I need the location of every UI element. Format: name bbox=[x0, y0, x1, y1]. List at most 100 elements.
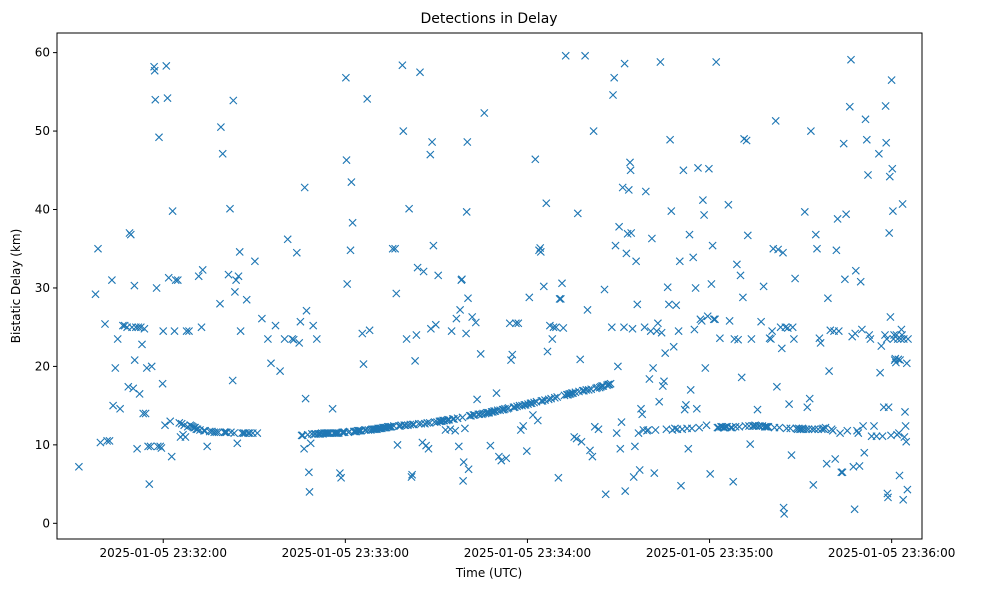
detection-marker bbox=[185, 327, 193, 336]
detection-marker bbox=[601, 490, 610, 499]
detection-marker bbox=[840, 275, 849, 284]
detection-marker bbox=[615, 222, 624, 231]
detection-marker bbox=[462, 329, 471, 338]
detection-marker bbox=[802, 425, 811, 434]
detection-marker bbox=[845, 102, 854, 111]
detection-marker bbox=[398, 61, 407, 70]
detection-marker bbox=[161, 421, 169, 430]
detection-marker bbox=[789, 335, 798, 343]
detection-marker bbox=[780, 509, 789, 518]
x-axis-label: Time (UTC) bbox=[455, 566, 522, 580]
detection-marker bbox=[306, 439, 315, 448]
detection-marker bbox=[679, 166, 688, 175]
detection-marker bbox=[556, 294, 565, 303]
detection-marker bbox=[224, 270, 233, 279]
detection-marker bbox=[862, 135, 871, 144]
plot-frame bbox=[56, 32, 923, 540]
detection-marker bbox=[216, 299, 224, 308]
detection-marker bbox=[296, 317, 305, 326]
detection-marker bbox=[288, 335, 297, 343]
detection-marker bbox=[658, 382, 667, 390]
detection-marker bbox=[609, 91, 617, 99]
detection-marker bbox=[476, 349, 485, 358]
detection-marker bbox=[857, 325, 866, 334]
detection-marker bbox=[544, 395, 553, 404]
detection-marker bbox=[587, 385, 596, 394]
detection-marker bbox=[856, 277, 865, 286]
detection-marker bbox=[289, 335, 298, 344]
detection-marker bbox=[337, 473, 346, 482]
detection-marker bbox=[300, 183, 309, 192]
detection-marker bbox=[760, 422, 769, 431]
detection-marker bbox=[420, 419, 429, 428]
detection-marker bbox=[343, 280, 352, 288]
detection-marker bbox=[589, 127, 598, 136]
detection-marker bbox=[105, 436, 114, 445]
detection-marker bbox=[885, 172, 894, 181]
detection-marker bbox=[815, 334, 824, 343]
detection-marker bbox=[238, 429, 247, 438]
detection-marker bbox=[630, 442, 639, 451]
detection-marker bbox=[843, 426, 852, 435]
detection-marker bbox=[851, 329, 860, 338]
detection-marker bbox=[629, 473, 638, 481]
detection-marker bbox=[347, 178, 356, 187]
detection-marker bbox=[193, 425, 202, 434]
detection-marker bbox=[690, 325, 699, 334]
detection-marker bbox=[212, 428, 221, 437]
detection-marker bbox=[746, 440, 755, 449]
detection-marker bbox=[423, 418, 432, 427]
detection-marker bbox=[220, 428, 229, 437]
detection-marker bbox=[158, 379, 167, 388]
detection-marker bbox=[230, 287, 239, 296]
detection-marker bbox=[447, 327, 456, 336]
detection-marker bbox=[348, 218, 357, 227]
detection-marker bbox=[555, 294, 564, 303]
detection-marker bbox=[407, 473, 416, 481]
detection-marker bbox=[228, 376, 237, 385]
detection-marker bbox=[804, 425, 813, 434]
detection-marker bbox=[882, 335, 891, 343]
detection-marker bbox=[877, 342, 886, 350]
detection-marker bbox=[583, 305, 592, 314]
detection-marker bbox=[426, 150, 435, 159]
detection-marker bbox=[600, 285, 609, 294]
detection-marker bbox=[216, 123, 225, 132]
detection-marker bbox=[661, 349, 670, 358]
detection-marker bbox=[463, 138, 472, 146]
detection-marker bbox=[218, 149, 227, 158]
detection-marker bbox=[392, 289, 401, 298]
detection-marker bbox=[300, 444, 309, 453]
detection-marker bbox=[836, 429, 845, 438]
detection-marker bbox=[899, 495, 908, 504]
detection-marker bbox=[167, 452, 176, 461]
detection-marker bbox=[684, 444, 693, 453]
x-tick-label: 2025-01-05 23:35:00 bbox=[646, 546, 773, 560]
detection-marker bbox=[146, 442, 155, 451]
detection-marker bbox=[573, 209, 582, 218]
detection-marker bbox=[331, 429, 339, 438]
detection-marker bbox=[182, 327, 191, 336]
detection-marker bbox=[521, 400, 530, 409]
detection-marker bbox=[901, 422, 910, 430]
detection-marker bbox=[850, 505, 859, 514]
detection-marker bbox=[677, 481, 685, 490]
detection-marker bbox=[741, 422, 750, 430]
detection-marker bbox=[214, 428, 223, 437]
detection-marker bbox=[650, 469, 659, 478]
detection-marker bbox=[508, 350, 517, 359]
detection-marker bbox=[626, 166, 635, 175]
detection-marker bbox=[543, 347, 552, 356]
detection-marker bbox=[837, 468, 846, 477]
detection-marker bbox=[787, 451, 796, 460]
detection-marker bbox=[694, 163, 702, 172]
detection-marker bbox=[742, 136, 751, 145]
detection-marker bbox=[96, 438, 105, 447]
detection-marker bbox=[803, 403, 812, 412]
detection-marker bbox=[342, 156, 351, 165]
detection-marker bbox=[497, 456, 506, 465]
detection-marker bbox=[510, 403, 519, 412]
detection-marker bbox=[511, 319, 520, 328]
detection-marker bbox=[900, 433, 909, 441]
detection-marker bbox=[276, 367, 285, 376]
